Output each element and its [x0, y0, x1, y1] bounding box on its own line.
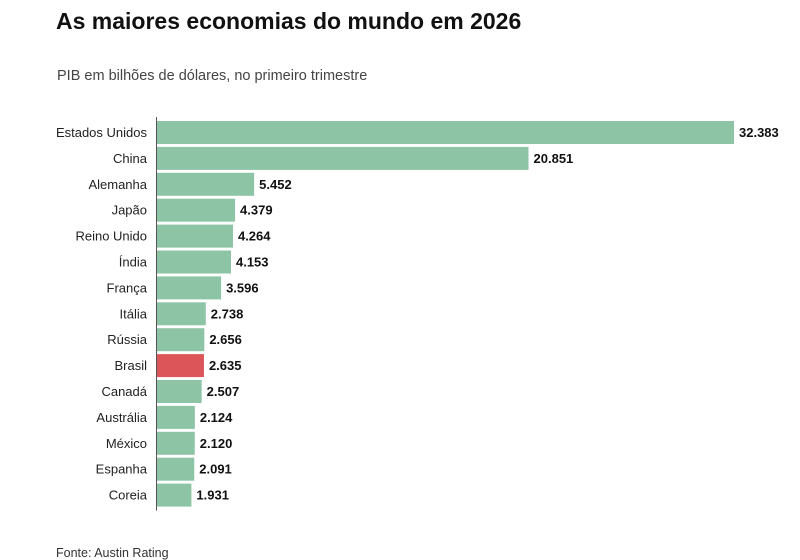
value-label: 5.452 — [259, 177, 292, 192]
bar-australia — [157, 405, 195, 429]
category-label: Austrália — [96, 410, 147, 425]
bar-brasil — [157, 354, 204, 378]
category-label: Rússia — [107, 332, 148, 347]
bar-japao — [157, 198, 236, 222]
source-note: Fonte: Austin Rating — [56, 546, 169, 560]
category-label: China — [113, 151, 148, 166]
value-label: 20.851 — [534, 151, 574, 166]
category-label: Coreia — [109, 488, 148, 503]
bar-chart: Estados Unidos 32.383 China 20.851 Alemanha 5… — [56, 117, 779, 511]
chart-title: As maiores economias do mundo em 2026 — [56, 8, 522, 34]
value-label: 4.379 — [240, 203, 273, 218]
value-label: 2.656 — [209, 332, 242, 347]
value-label: 2.738 — [211, 306, 244, 321]
bar-italia — [157, 302, 206, 326]
value-label: 4.264 — [238, 229, 271, 244]
value-label: 2.124 — [200, 410, 233, 425]
category-label: Brasil — [114, 358, 147, 373]
bar-estados-unidos — [157, 121, 734, 144]
bar-mexico — [157, 431, 195, 455]
bar-alemanha — [157, 172, 255, 196]
category-label: Itália — [120, 306, 148, 321]
bar-india — [157, 250, 231, 274]
value-label: 4.153 — [236, 255, 269, 270]
category-label: Reino Unido — [75, 229, 147, 244]
category-label: Espanha — [96, 462, 148, 477]
bar-coreia — [157, 483, 192, 507]
bar-espanha — [157, 457, 195, 481]
value-label: 2.507 — [207, 384, 240, 399]
category-label: Canadá — [101, 384, 147, 399]
category-label: Alemanha — [88, 177, 147, 192]
bar-franca — [157, 276, 222, 300]
bar-canada — [157, 380, 202, 403]
bar-russia — [157, 328, 205, 352]
value-label: 32.383 — [739, 125, 779, 140]
value-label: 2.635 — [209, 358, 242, 373]
category-label: França — [107, 280, 148, 295]
category-label: México — [106, 436, 147, 451]
value-label: 2.120 — [200, 436, 233, 451]
bar-reino-unido — [157, 224, 233, 248]
chart-subtitle: PIB em bilhões de dólares, no primeiro t… — [57, 68, 368, 84]
bar-china — [157, 146, 529, 170]
value-label: 1.931 — [196, 488, 229, 503]
value-label: 3.596 — [226, 280, 259, 295]
category-label: Estados Unidos — [56, 125, 148, 140]
value-label: 2.091 — [199, 462, 232, 477]
category-label: Japão — [112, 203, 147, 218]
category-label: Índia — [119, 255, 148, 270]
